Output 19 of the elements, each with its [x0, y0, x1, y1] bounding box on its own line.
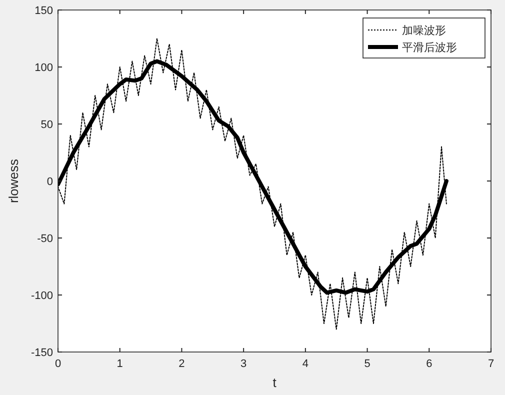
- x-tick-label: 0: [54, 358, 62, 370]
- x-tick-label: 7: [488, 358, 494, 370]
- x-tick-label: 6: [426, 358, 432, 370]
- legend-label: 加噪波形: [402, 24, 446, 37]
- y-axis-title: rlowess: [6, 158, 21, 204]
- x-tick-label: 3: [240, 358, 247, 370]
- y-tick-label: 100: [34, 62, 53, 74]
- x-tick-label: 1: [116, 358, 123, 370]
- y-tick-label: -100: [30, 290, 53, 302]
- x-tick-label: 5: [364, 358, 370, 370]
- y-tick-label: -50: [37, 233, 53, 245]
- x-tick-label: 2: [178, 358, 185, 370]
- legend-label: 平滑后波形: [402, 41, 457, 54]
- y-tick-label: 150: [34, 5, 53, 17]
- x-axis-title: t: [272, 375, 277, 390]
- y-tick-label: 0: [46, 176, 53, 188]
- y-tick-label: 50: [40, 119, 53, 131]
- x-tick-label: 4: [302, 358, 308, 370]
- y-tick-label: -150: [30, 347, 53, 359]
